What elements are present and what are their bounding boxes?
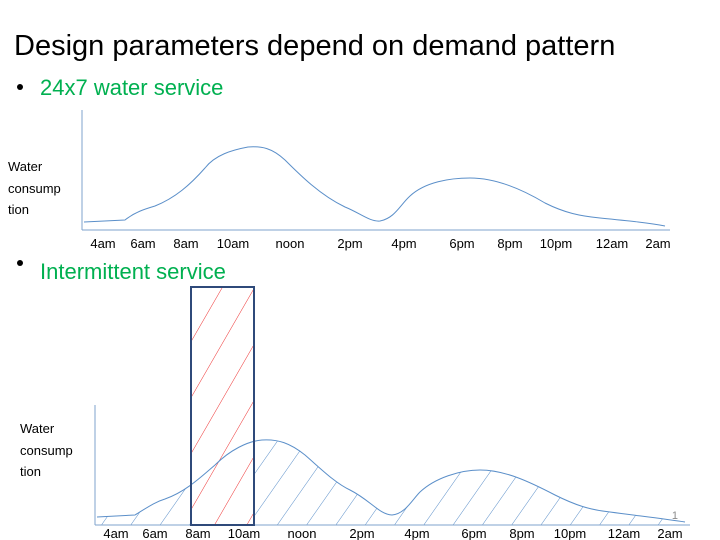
x-label: 6pm (449, 236, 474, 251)
x-label: 4am (90, 236, 115, 251)
x-label: 2pm (349, 526, 374, 540)
x-label: 8pm (497, 236, 522, 251)
bullet-dot (17, 84, 23, 90)
x-label: 6am (130, 236, 155, 251)
x-label: 4pm (391, 236, 416, 251)
x-label: noon (288, 526, 317, 540)
x-label: 10am (228, 526, 261, 540)
x-label: 6pm (461, 526, 486, 540)
bullet-dot (17, 260, 23, 266)
x-label: 4am (103, 526, 128, 540)
x-label: 8am (185, 526, 210, 540)
x-label: 4pm (404, 526, 429, 540)
x-label: 6am (142, 526, 167, 540)
y-label: Water consump tion (8, 159, 61, 217)
y-label-line: Water (20, 421, 55, 436)
y-label-line: tion (8, 202, 29, 217)
x-labels: 4am 6am 8am 10am noon 2pm 4pm 6pm 8pm 10pm 12am 2am (103, 526, 682, 540)
y-label-line: tion (20, 464, 41, 479)
x-label: noon (276, 236, 305, 251)
x-label: 12am (608, 526, 641, 540)
axes (81, 110, 670, 231)
x-label: 8am (173, 236, 198, 251)
slide-number: 1 (672, 510, 678, 522)
x-label: 2pm (337, 236, 362, 251)
demand-curve (83, 146, 666, 227)
bullet: 24x7 water service (40, 75, 223, 100)
demand-curve (96, 439, 686, 523)
supply-period (191, 287, 254, 525)
x-label: 8pm (509, 526, 534, 540)
hatched-area (97, 439, 685, 525)
y-label: Water consump tion (20, 421, 73, 479)
y-label-line: Water (8, 159, 43, 174)
slide-title: Design parameters depend on demand patte… (14, 30, 615, 62)
x-label: 2am (657, 526, 682, 540)
x-label: 10am (217, 236, 250, 251)
y-label-line: consump (20, 443, 73, 458)
y-label-line: consump (8, 181, 61, 196)
x-label: 12am (596, 236, 629, 251)
x-label: 10pm (554, 526, 587, 540)
bullet: Intermittent service (40, 259, 226, 284)
x-label: 2am (645, 236, 670, 251)
supply-box (190, 286, 255, 526)
x-labels: 4am 6am 8am 10am noon 2pm 4pm 6pm 8pm 10pm 12am 2am (90, 236, 670, 251)
x-label: 10pm (540, 236, 573, 251)
